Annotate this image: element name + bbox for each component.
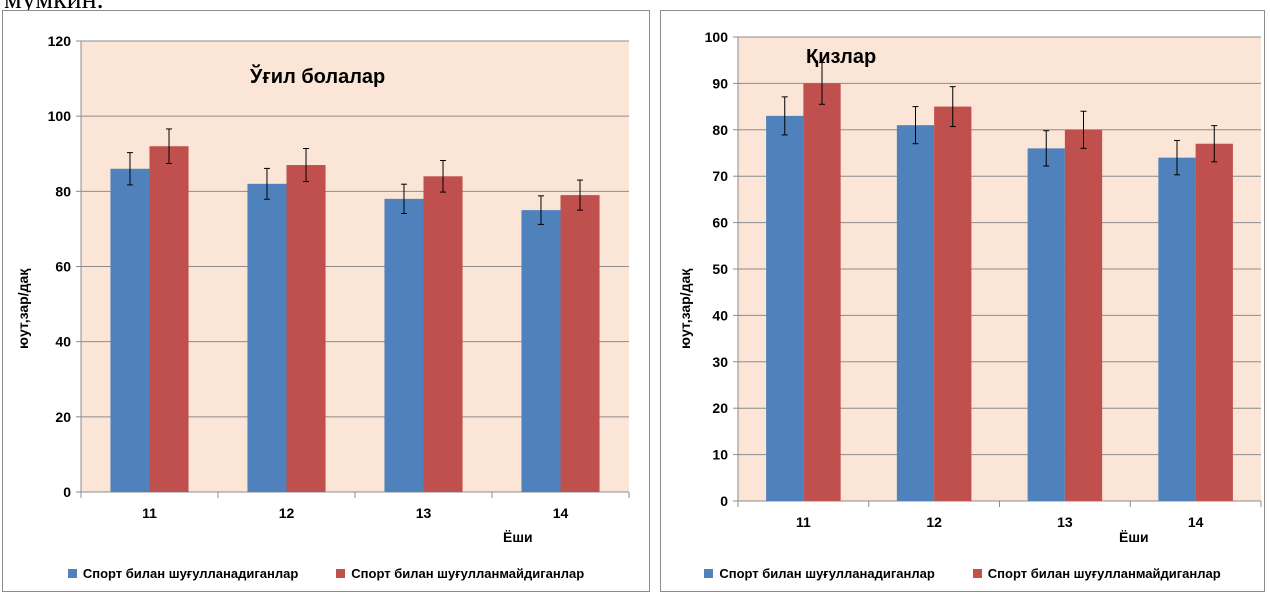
- y-tick-label: 50: [712, 261, 728, 277]
- x-tick-label: 11: [142, 505, 157, 521]
- legend-label: Спорт билан шуғулланмайдиганлар: [987, 566, 1221, 581]
- legend-item-series1: Спорт билан шуғулланадиганлар: [704, 566, 935, 581]
- x-axis-label: Ёши: [1119, 529, 1149, 545]
- bar: [247, 183, 287, 493]
- legend-label: Спорт билан шуғулланадиганлар: [82, 566, 299, 581]
- x-tick-label: 14: [1188, 514, 1204, 530]
- legend-label: Спорт билан шуғулланмайдиганлар: [351, 566, 585, 581]
- chart-girls-svg: 0 10 20 30 40 50 60 70 80 90 100 11 12 13 14 Қизлар: [705, 29, 1262, 530]
- bar: [1195, 143, 1233, 501]
- y-tick-label: 0: [720, 493, 728, 509]
- x-tick-label: 12: [279, 505, 295, 521]
- chart-boys: 0 20 40 60 80 100 120 11 12 13 14 Ўғил болалар Ёши …: [2, 10, 650, 592]
- y-tick-label: 10: [712, 447, 728, 463]
- y-tick-label: 120: [48, 33, 72, 49]
- y-tick-label: 0: [63, 484, 71, 500]
- legend-swatch: [704, 569, 714, 578]
- x-tick-label: 13: [416, 505, 432, 521]
- y-tick-label: 40: [712, 307, 728, 323]
- bar: [766, 115, 804, 501]
- bar: [1064, 129, 1103, 502]
- y-tick-label: 80: [55, 183, 71, 199]
- y-axis-label: юут,зар/дақ: [15, 268, 31, 349]
- x-tick-label: 14: [553, 505, 569, 521]
- chart-title: Қизлар: [806, 46, 876, 68]
- y-tick-label: 40: [55, 334, 71, 350]
- legend-item-series2: Спорт билан шуғулланмайдиганлар: [972, 566, 1221, 581]
- bar: [1158, 157, 1196, 501]
- legend-swatch: [336, 569, 346, 578]
- y-tick-label: 60: [712, 215, 728, 231]
- bar: [384, 198, 424, 492]
- chart-boys-svg: 0 20 40 60 80 100 120 11 12 13 14 Ўғил болалар: [48, 33, 630, 521]
- bar: [934, 106, 972, 501]
- bar: [803, 83, 841, 502]
- bar: [149, 146, 189, 492]
- bar: [560, 195, 600, 492]
- bar: [896, 125, 935, 501]
- y-tick-label: 90: [712, 75, 728, 91]
- bar: [1027, 148, 1065, 502]
- legend-item-series1: Спорт билан шуғулланадиганлар: [67, 566, 299, 581]
- y-tick-label: 20: [712, 400, 728, 416]
- bar: [423, 176, 463, 493]
- legend-item-series2: Спорт билан шуғулланмайдиганлар: [336, 566, 584, 581]
- x-tick-label: 13: [1057, 514, 1073, 530]
- legend-swatch: [972, 569, 982, 578]
- y-tick-label: 70: [712, 168, 728, 184]
- bar: [286, 165, 326, 492]
- y-tick-label: 30: [712, 354, 728, 370]
- x-axis-label: Ёши: [503, 529, 533, 545]
- chart-girls: 0 10 20 30 40 50 60 70 80 90 100 11 12 13 14 Қизлар Ёши…: [660, 10, 1265, 592]
- x-tick-label: 12: [926, 514, 942, 530]
- y-tick-label: 20: [55, 409, 71, 425]
- y-tick-label: 100: [48, 108, 72, 124]
- x-tick-label: 11: [796, 514, 811, 530]
- y-tick-label: 100: [705, 29, 729, 45]
- legend-swatch: [67, 569, 77, 578]
- legend: Спорт билан шуғулланадиганлар Спорт била…: [3, 566, 649, 581]
- legend: Спорт билан шуғулланадиганлар Спорт била…: [661, 566, 1264, 581]
- y-tick-label: 60: [55, 259, 71, 275]
- bar: [110, 168, 150, 493]
- y-tick-label: 80: [712, 122, 728, 138]
- legend-label: Спорт билан шуғулланадиганлар: [719, 566, 935, 581]
- y-axis-label: юут,зар/дақ: [677, 268, 693, 349]
- bar: [521, 210, 561, 492]
- chart-title: Ўғил болалар: [249, 64, 385, 88]
